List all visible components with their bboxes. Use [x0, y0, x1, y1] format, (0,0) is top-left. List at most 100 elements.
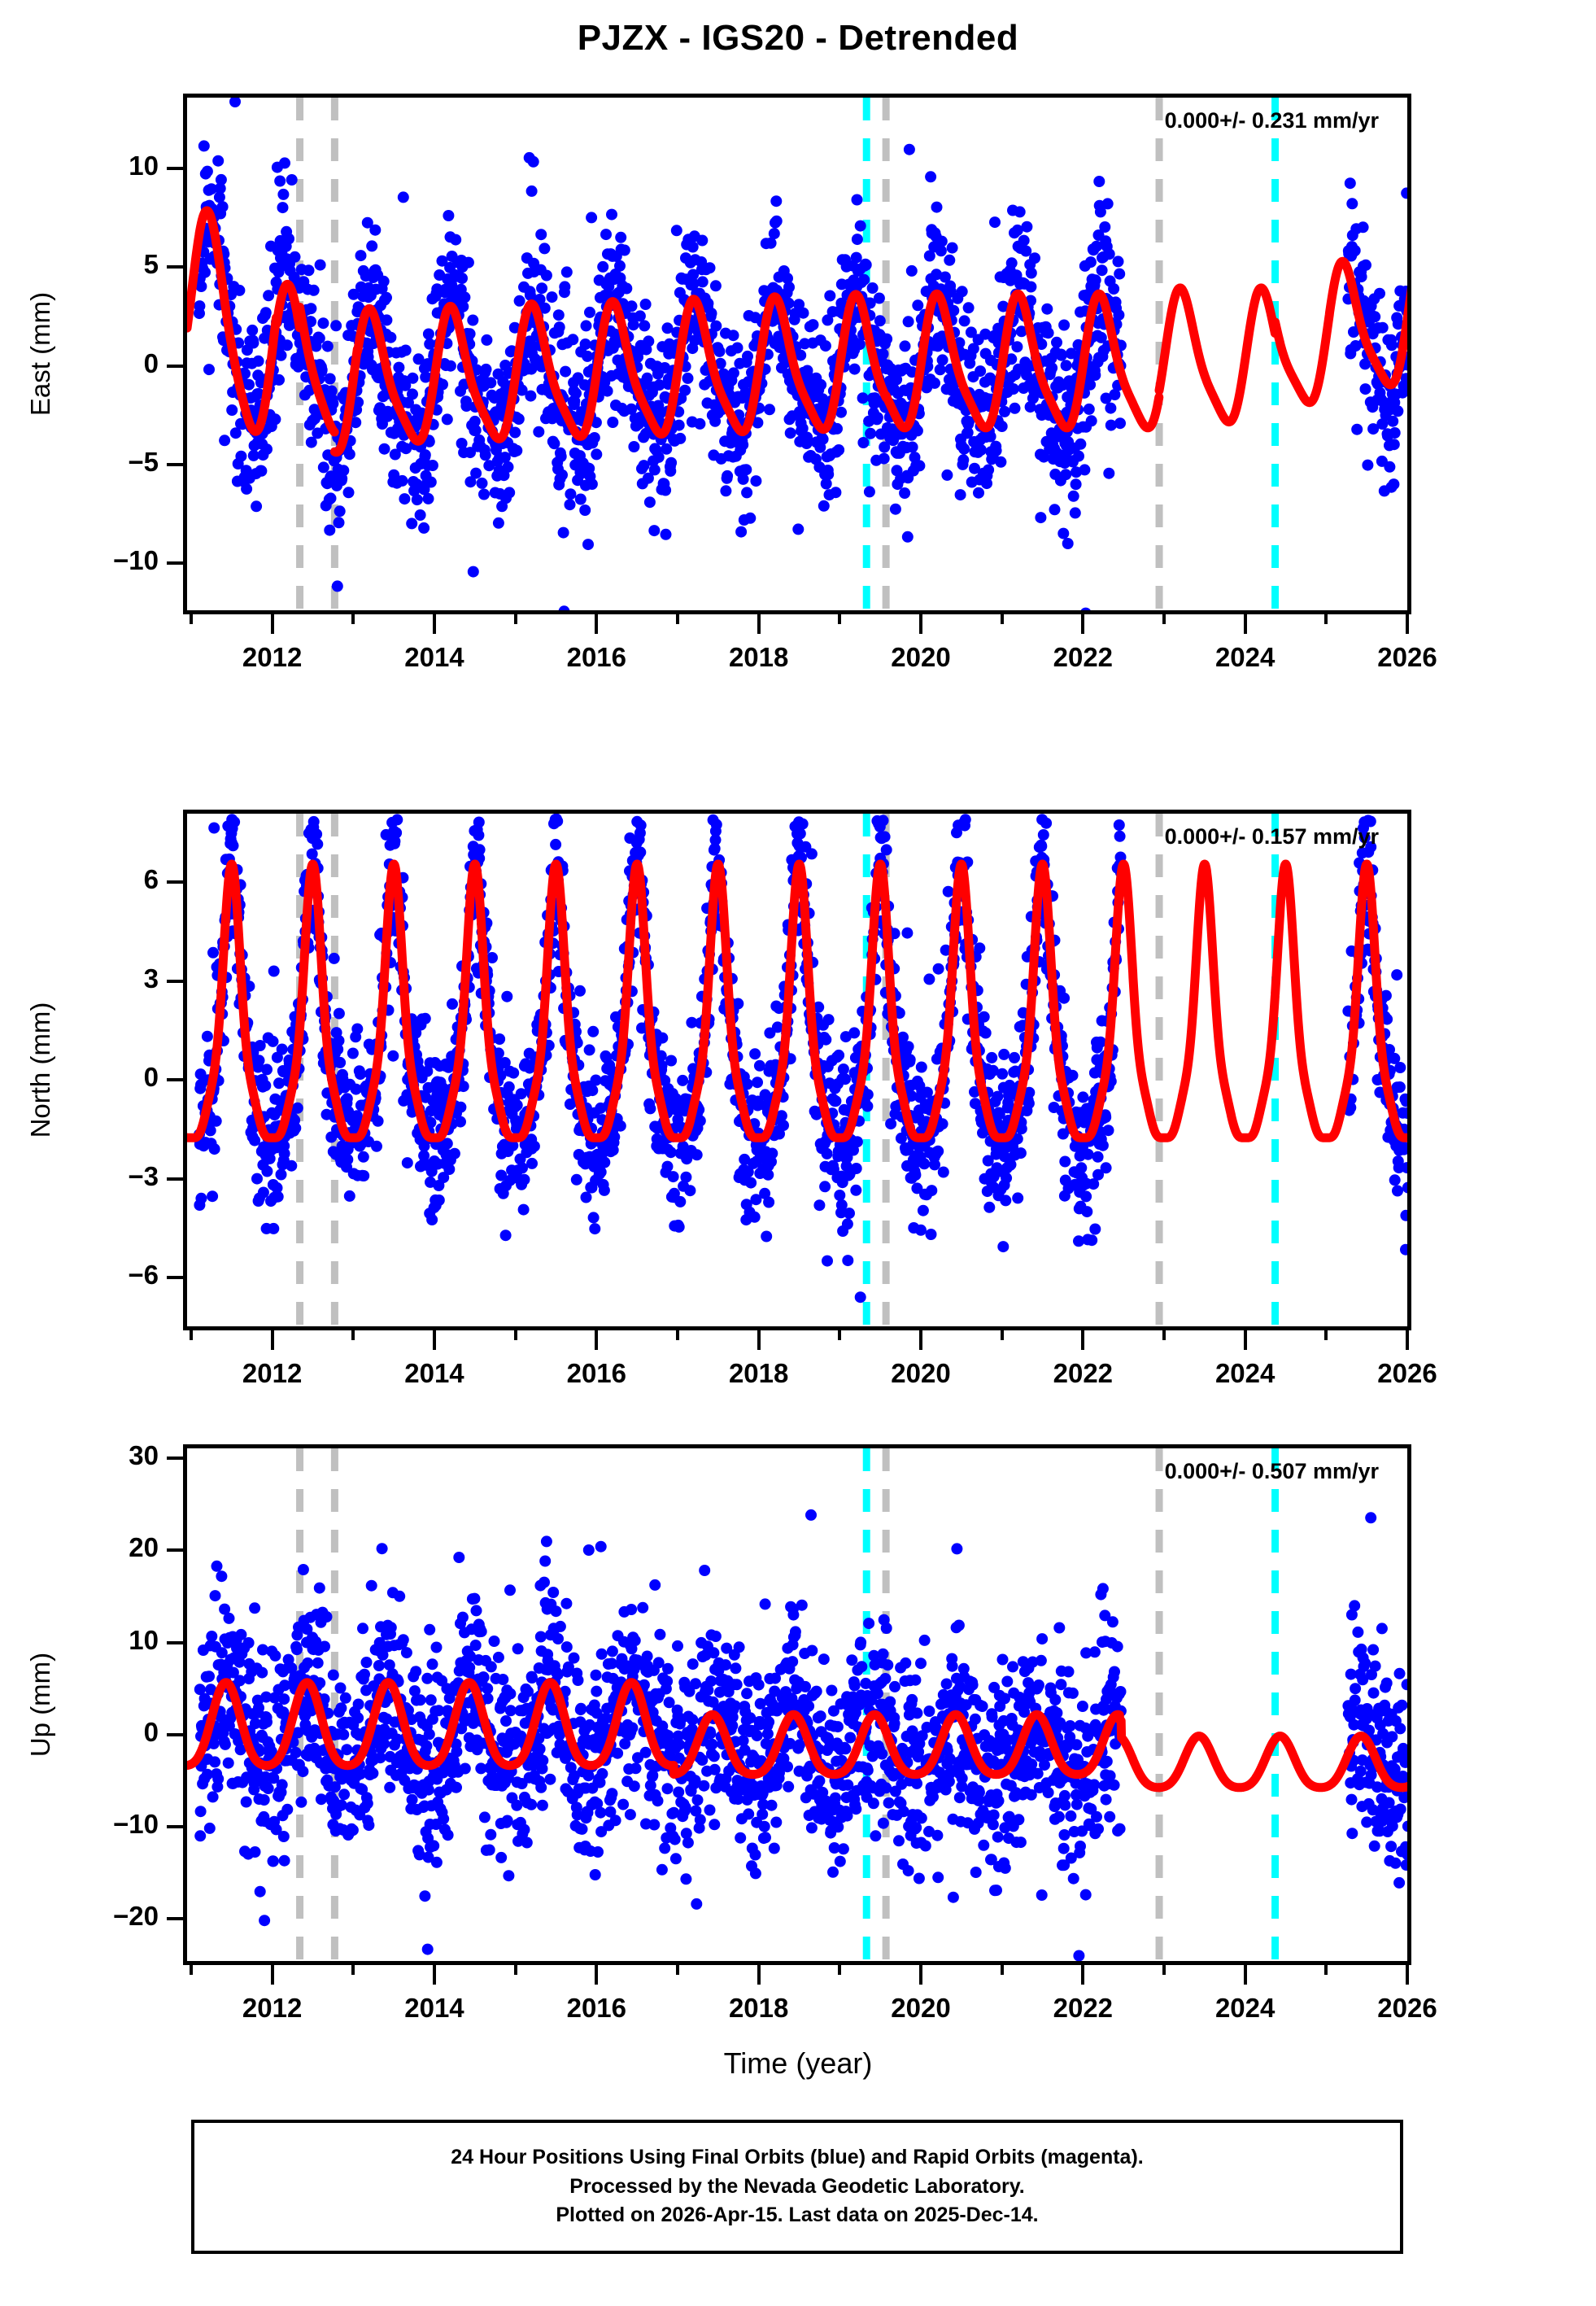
caption-line-3: Plotted on 2026-Apr-15. Last data on 202…	[556, 2203, 1039, 2227]
model-curve	[1154, 859, 1280, 1142]
model-curve	[187, 206, 304, 436]
x-tick-label: 2026	[1377, 642, 1437, 672]
x-tick-label: 2014	[404, 1993, 464, 2023]
y-tick-label: 5	[143, 249, 159, 280]
x-tick-mark-major	[918, 1965, 922, 1985]
x-tick-label: 2020	[891, 1993, 951, 2023]
y-tick-label: −3	[128, 1160, 159, 1191]
x-tick-mark-minor	[351, 1965, 355, 1975]
x-tick-mark-major	[757, 1965, 761, 1985]
x-tick-mark-major	[595, 1965, 599, 1985]
x-tick-mark-major	[432, 1330, 436, 1350]
model-curve	[295, 1678, 339, 1762]
model-curve	[1271, 859, 1407, 1142]
model-curve	[861, 321, 891, 402]
x-tick-mark-major	[270, 1965, 274, 1985]
model-curve	[295, 859, 339, 1098]
x-tick-label: 2016	[566, 642, 627, 672]
y-tick-mark	[167, 1548, 183, 1553]
x-tick-label: 2012	[242, 642, 303, 672]
x-tick-mark-minor	[1324, 1330, 1328, 1340]
x-tick-mark-major	[1243, 1965, 1247, 1985]
x-tick-mark-minor	[1000, 1330, 1004, 1340]
y-tick-label: 0	[143, 1062, 159, 1093]
x-tick-mark-minor	[838, 1965, 842, 1975]
model-curve	[329, 290, 871, 457]
plot-canvas-north	[187, 814, 1407, 1326]
model-curve	[1271, 1732, 1407, 1793]
rate-annotation-north: 0.000+/- 0.157 mm/yr	[1164, 824, 1379, 849]
y-tick-mark	[167, 979, 183, 983]
x-tick-label: 2024	[1214, 1358, 1275, 1388]
x-tick-mark-major	[595, 1330, 599, 1350]
plot-canvas-east	[187, 98, 1407, 610]
y-tick-label: −5	[128, 446, 159, 477]
model-curve	[329, 1678, 871, 1780]
x-tick-mark-major	[595, 614, 599, 634]
y-tick-mark	[167, 561, 183, 565]
x-tick-label: 2022	[1053, 642, 1114, 672]
y-tick-label: 6	[143, 864, 159, 895]
x-tick-label: 2014	[404, 642, 464, 672]
y-tick-label: −20	[113, 1901, 159, 1932]
x-tick-mark-minor	[1000, 1965, 1004, 1975]
x-tick-mark-major	[1081, 1965, 1085, 1985]
x-tick-mark-minor	[513, 1330, 517, 1340]
y-tick-mark	[167, 1456, 183, 1460]
x-tick-label: 2018	[728, 1358, 789, 1388]
x-tick-mark-minor	[1000, 614, 1004, 624]
x-tick-mark-major	[1406, 1330, 1410, 1350]
x-tick-mark-major	[1243, 1330, 1247, 1350]
x-tick-mark-minor	[1324, 1965, 1328, 1975]
model-curve	[187, 1678, 304, 1771]
x-tick-label: 2018	[728, 1993, 789, 2023]
model-curve	[295, 303, 339, 437]
y-tick-mark	[167, 1078, 183, 1082]
y-tick-mark	[167, 1825, 183, 1829]
x-tick-mark-minor	[838, 1330, 842, 1340]
x-tick-mark-major	[1406, 614, 1410, 634]
y-tick-label: 0	[143, 347, 159, 378]
x-tick-mark-minor	[675, 1330, 679, 1340]
y-tick-mark	[167, 1276, 183, 1280]
caption-line-1: 24 Hour Positions Using Final Orbits (bl…	[451, 2146, 1144, 2169]
x-tick-mark-major	[1243, 614, 1247, 634]
x-tick-mark-minor	[189, 1330, 193, 1340]
y-tick-mark	[167, 265, 183, 269]
model-curve	[881, 1710, 1164, 1793]
x-tick-mark-minor	[351, 614, 355, 624]
plot-area-east	[183, 94, 1411, 614]
y-tick-label: −10	[113, 544, 159, 575]
x-tick-label: 2026	[1377, 1993, 1437, 2023]
plot-area-up	[183, 1444, 1411, 1965]
x-tick-mark-major	[1406, 1965, 1410, 1985]
x-tick-mark-major	[918, 614, 922, 634]
x-tick-mark-minor	[675, 1965, 679, 1975]
x-tick-mark-minor	[351, 1330, 355, 1340]
x-tick-mark-minor	[675, 614, 679, 624]
x-tick-mark-major	[432, 614, 436, 634]
x-tick-mark-minor	[513, 614, 517, 624]
y-tick-label: −10	[113, 1809, 159, 1840]
model-curve	[881, 289, 1164, 433]
page-title: PJZX - IGS20 - Detrended	[577, 18, 1019, 58]
model-curve	[1154, 283, 1280, 427]
x-tick-label: 2012	[242, 1993, 303, 2023]
x-tick-mark-minor	[1162, 614, 1166, 624]
x-tick-label: 2018	[728, 642, 789, 672]
y-tick-label: −6	[128, 1260, 159, 1291]
x-tick-label: 2012	[242, 1358, 303, 1388]
model-curve	[861, 859, 891, 1043]
y-tick-label: 0	[143, 1716, 159, 1747]
x-tick-mark-major	[757, 614, 761, 634]
x-tick-label: 2024	[1214, 642, 1275, 672]
y-tick-mark	[167, 1917, 183, 1921]
x-tick-mark-minor	[838, 614, 842, 624]
caption-box: 24 Hour Positions Using Final Orbits (bl…	[191, 2120, 1403, 2254]
x-tick-mark-minor	[1324, 614, 1328, 624]
x-tick-mark-major	[432, 1965, 436, 1985]
y-tick-mark	[167, 1732, 183, 1736]
